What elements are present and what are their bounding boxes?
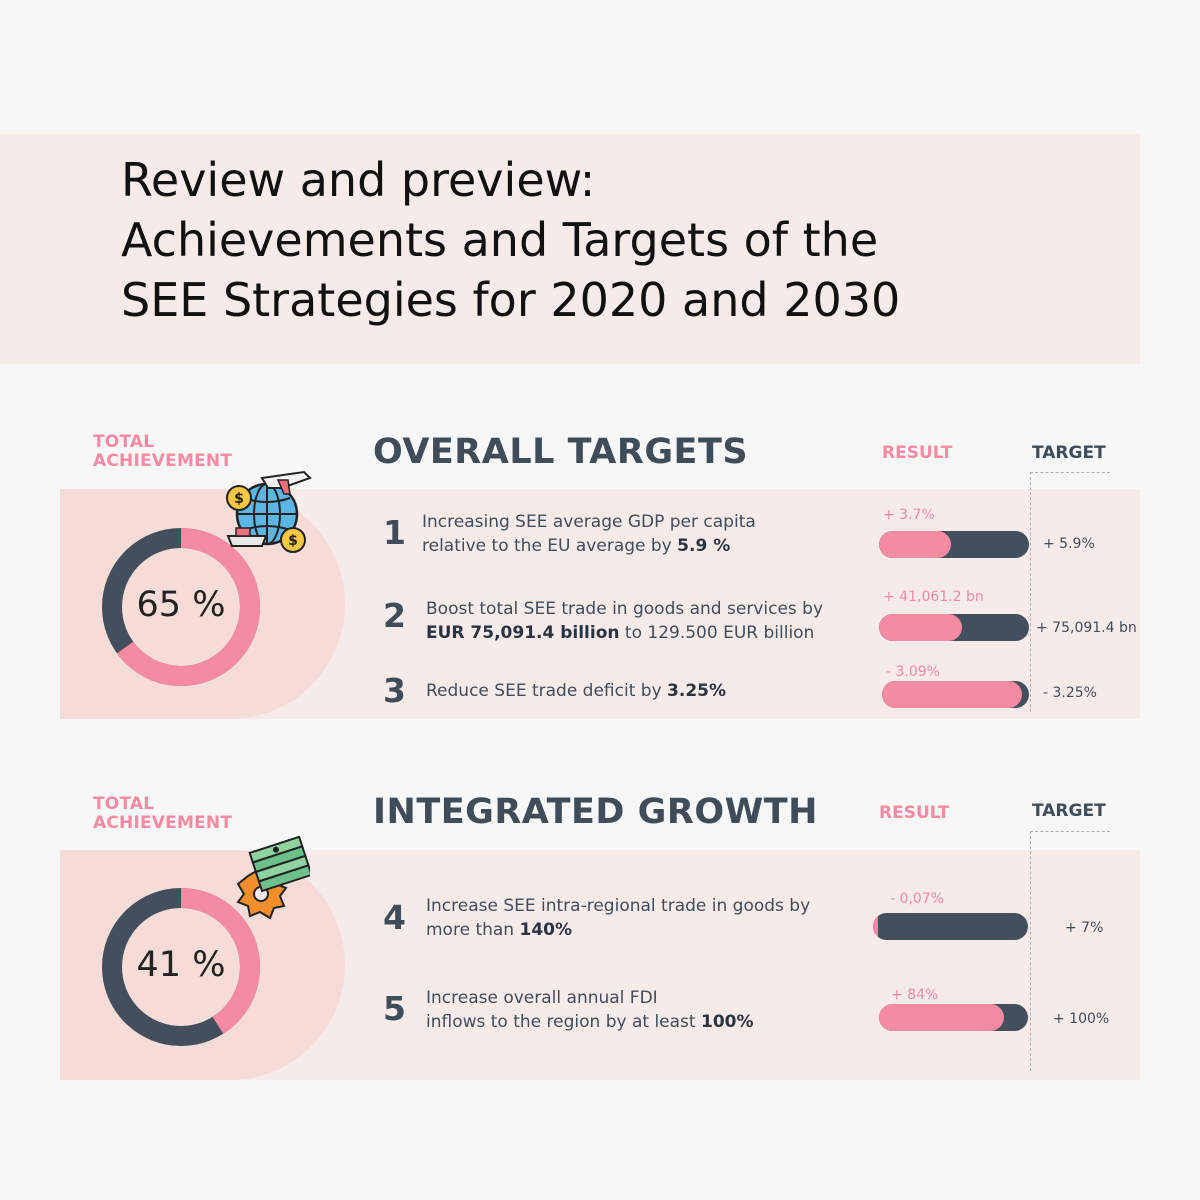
row-text-line1: Increase overall annual FDI (426, 988, 658, 1008)
total-achievement-label: TOTAL ACHIEVEMENT (93, 795, 232, 833)
progress-bar (882, 681, 1029, 708)
result-header: RESULT (882, 443, 953, 463)
target-divider (1030, 831, 1031, 1071)
total-achievement-label: TOTAL ACHIEVEMENT (93, 433, 232, 471)
progress-bar (873, 913, 1028, 940)
progress-fill (882, 681, 1022, 708)
row-number: 1 (383, 513, 406, 552)
result-value: + 41,061.2 bn (883, 589, 984, 605)
donut-progress (102, 528, 260, 686)
money-gear-icon (236, 836, 310, 920)
row-text-post: to 129.500 EUR billion (619, 623, 815, 643)
row-text-bold: EUR 75,091.4 billion (426, 623, 620, 643)
result-value: - 3.09% (886, 664, 940, 680)
row-text-line1: Increase SEE intra-regional trade in goo… (426, 896, 811, 916)
title-line-3: SEE Strategies for 2020 and 2030 (121, 273, 901, 327)
achievement-value: 41 % (136, 945, 226, 985)
target-value: - 3.25% (1043, 685, 1097, 701)
header-band (0, 134, 1140, 364)
row-text-line2: more than 140% (426, 918, 856, 942)
progress-fill (873, 913, 878, 940)
achievement-donut (102, 888, 260, 1046)
result-header: RESULT (879, 803, 950, 823)
target-header: TARGET (1032, 801, 1106, 821)
row-number: 4 (383, 898, 406, 937)
title-line-2: Achievements and Targets of the (121, 213, 879, 267)
row-description: Increase SEE intra-regional trade in goo… (426, 894, 856, 942)
row-description: Boost total SEE trade in goods and servi… (426, 597, 856, 645)
page-title: Review and preview: Achievements and Tar… (121, 150, 900, 330)
target-value: + 7% (1065, 920, 1104, 936)
row-text-line2: relative to the EU average by 5.9 % (422, 534, 852, 558)
row-text-bold: 140% (519, 920, 573, 940)
progress-fill (879, 531, 951, 558)
progress-bar (879, 614, 1029, 641)
row-text-line2: Reduce SEE trade deficit by 3.25% (426, 679, 856, 703)
target-header: TARGET (1032, 443, 1106, 463)
row-text-bold: 100% (700, 1012, 754, 1032)
row-text-plain: relative to the EU average by (422, 536, 678, 556)
progress-fill (879, 1004, 1005, 1031)
progress-fill (879, 614, 962, 641)
section-title: INTEGRATED GROWTH (373, 792, 818, 832)
svg-text:$: $ (288, 533, 298, 549)
row-text-line2: inflows to the region by at least 100% (426, 1010, 856, 1034)
section-title: OVERALL TARGETS (373, 432, 749, 472)
result-value: + 3.7% (883, 507, 935, 523)
total-label-line1: TOTAL (93, 432, 155, 452)
row-text-plain: more than (426, 920, 520, 940)
row-number: 3 (383, 671, 406, 710)
target-divider-top (1030, 831, 1110, 832)
target-value: + 5.9% (1043, 536, 1095, 552)
achievement-donut (102, 528, 260, 686)
row-text-line2: EUR 75,091.4 billion to 129.500 EUR bill… (426, 621, 856, 645)
total-label-line2: ACHIEVEMENT (93, 813, 233, 833)
svg-text:$: $ (234, 491, 244, 507)
row-text-plain: inflows to the region by at least (426, 1012, 701, 1032)
row-text-line1: Boost total SEE trade in goods and servi… (426, 599, 824, 619)
result-value: + 84% (891, 987, 939, 1003)
row-number: 2 (383, 596, 406, 635)
target-value: + 75,091.4 bn (1036, 620, 1137, 636)
row-description: Reduce SEE trade deficit by 3.25% (426, 679, 856, 703)
row-text-plain: Reduce SEE trade deficit by (426, 681, 668, 701)
target-divider (1030, 472, 1031, 712)
donut-progress (102, 888, 260, 1046)
achievement-value: 65 % (136, 585, 226, 625)
row-number: 5 (383, 989, 406, 1028)
progress-bar (879, 531, 1029, 558)
result-value: - 0,07% (890, 891, 944, 907)
total-label-line1: TOTAL (93, 794, 155, 814)
total-label-line2: ACHIEVEMENT (93, 451, 233, 471)
title-line-1: Review and preview: (121, 153, 596, 207)
row-text-line1: Increasing SEE average GDP per capita (422, 512, 756, 532)
row-description: Increase overall annual FDI inflows to t… (426, 986, 856, 1034)
target-divider-top (1030, 472, 1110, 473)
row-text-bold: 3.25% (667, 681, 727, 701)
globe-trade-icon: $ $ (226, 470, 312, 553)
progress-bar (879, 1004, 1028, 1031)
row-description: Increasing SEE average GDP per capita re… (422, 510, 852, 558)
row-text-bold: 5.9 % (677, 536, 731, 556)
target-value: + 100% (1053, 1011, 1110, 1027)
